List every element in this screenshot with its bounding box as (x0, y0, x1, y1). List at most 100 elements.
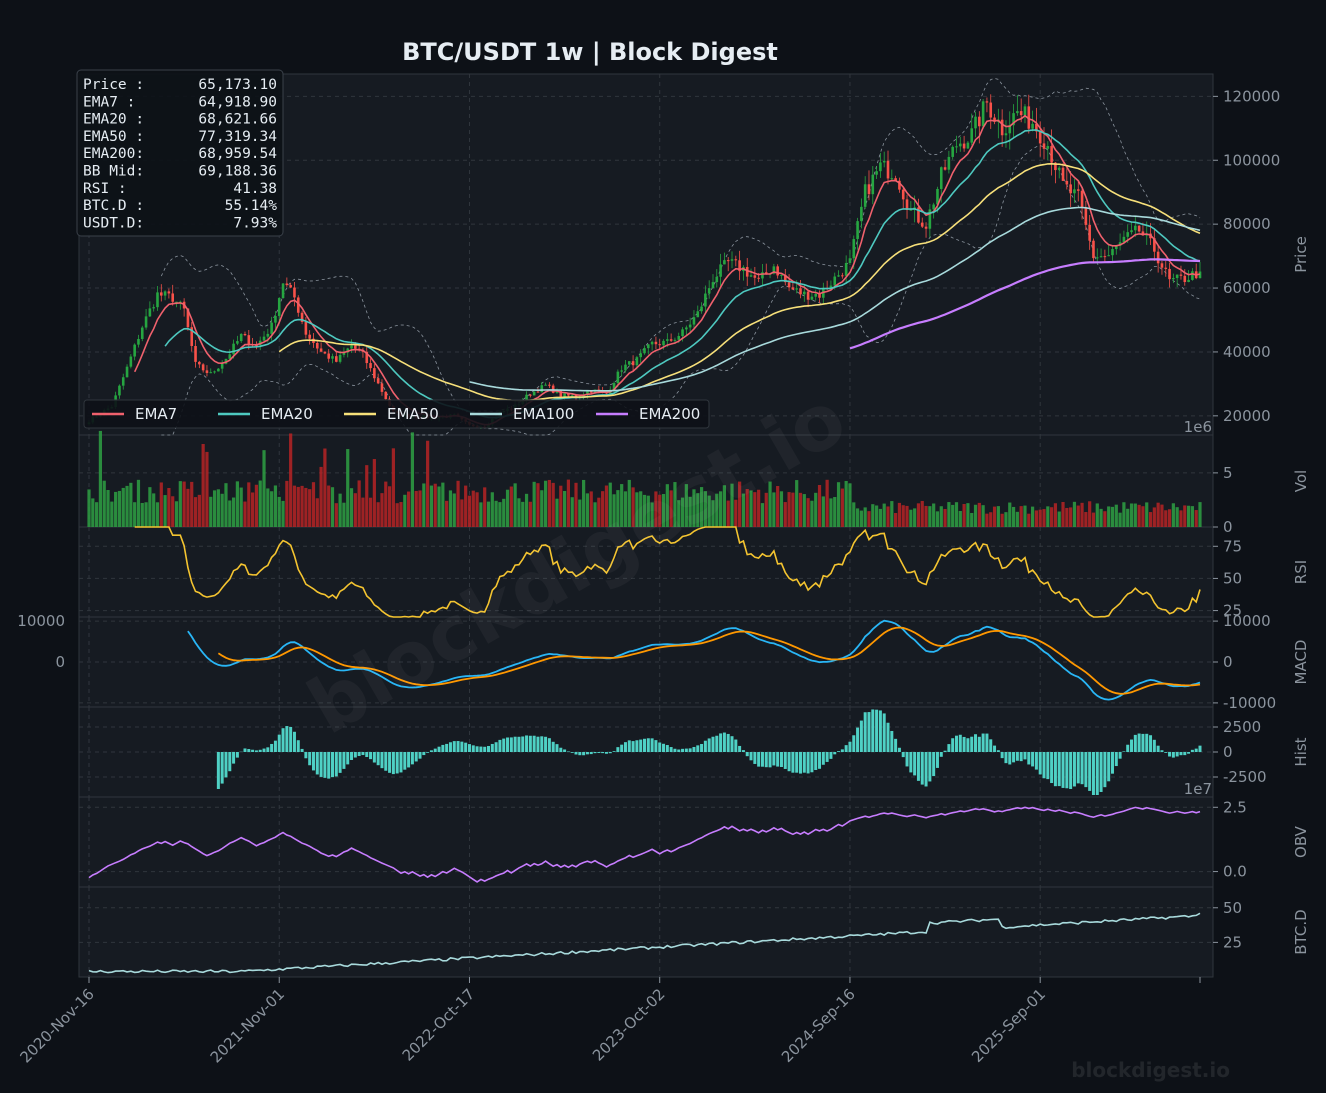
hist-bar (627, 740, 631, 752)
candle-body (232, 343, 235, 355)
hist-bar (643, 738, 646, 752)
volume-bar (547, 479, 551, 527)
candle-body (860, 206, 863, 222)
volume-bar (1080, 502, 1084, 527)
volume-bar (258, 480, 262, 527)
hist-bar (1012, 752, 1016, 763)
hist-bar (1008, 752, 1012, 765)
hist-bar (1053, 752, 1057, 787)
legend-label-ema100: EMA100 (513, 405, 574, 423)
volume-bar (1118, 512, 1122, 527)
hist-bar (814, 752, 818, 771)
hist-bar (1095, 752, 1099, 795)
candle-body (749, 275, 753, 277)
volume-bar (943, 508, 947, 527)
hist-bar (897, 747, 901, 752)
hist-bar (1175, 752, 1179, 757)
hist-bar (437, 746, 441, 752)
bollinger-upper (160, 77, 1201, 413)
volume-bar (1053, 503, 1058, 527)
candle-body (734, 259, 738, 261)
candle-body (704, 293, 707, 307)
candle-body (1080, 190, 1084, 209)
volume-bar (981, 505, 985, 527)
volume-bar (1034, 510, 1038, 527)
candle-body (886, 160, 890, 179)
candle-body (803, 291, 806, 295)
volume-bar (825, 479, 829, 527)
hist-bar (802, 752, 806, 773)
volume-bar (334, 503, 338, 527)
candle-body (1016, 111, 1019, 114)
volume-bar (304, 487, 308, 527)
candle-body (639, 353, 642, 358)
ytick-label-vol: 5 (1223, 464, 1233, 482)
candle-body (285, 283, 289, 286)
volume-bar (190, 481, 194, 527)
volume-bar (502, 498, 506, 527)
ytick-label-rsi: 50 (1223, 569, 1242, 587)
volume-bar (87, 489, 91, 527)
volume-bar (403, 494, 407, 527)
candle-body (540, 385, 544, 393)
volume-bar (562, 490, 567, 527)
hist-bar (399, 752, 403, 773)
hist-bar (658, 742, 662, 752)
volume-bar (1088, 501, 1092, 527)
candle-body (346, 348, 350, 353)
volume-bar (928, 506, 932, 527)
volume-bar (498, 502, 502, 527)
hist-bar (966, 738, 970, 752)
volume-bar (585, 493, 590, 527)
candle-body (186, 308, 190, 328)
hist-bar (285, 726, 289, 752)
hist-bar (403, 752, 407, 770)
hist-bar (1046, 752, 1050, 780)
hist-bar (977, 736, 981, 752)
hist-bar (844, 745, 848, 752)
hist-bar (719, 733, 723, 752)
volume-bar (182, 481, 186, 527)
volume-bar (696, 493, 700, 527)
hist-bar (840, 749, 844, 752)
candle-body (726, 260, 730, 262)
hist-bar (300, 748, 304, 752)
hist-bar (1137, 733, 1141, 752)
volume-bar (738, 481, 742, 527)
series-ema50 (278, 162, 1201, 402)
candle-body (1008, 125, 1012, 134)
hist-bar (1179, 752, 1183, 756)
hist-bar (1130, 739, 1134, 752)
hist-bar (665, 745, 669, 752)
volume-bar (1137, 504, 1141, 527)
candle-body (898, 180, 901, 190)
hist-bar (418, 752, 422, 759)
volume-bar (1148, 512, 1153, 527)
hist-bar (525, 735, 529, 752)
hist-bar (833, 752, 837, 755)
candle-body (890, 178, 894, 180)
candle-body (376, 378, 380, 384)
candle-body (776, 266, 779, 276)
volume-bar (391, 448, 395, 527)
candle-body (319, 348, 323, 352)
hist-bar (1103, 752, 1107, 788)
volume-bar (699, 487, 704, 527)
volume-bar (205, 451, 209, 527)
hist-bar (502, 738, 506, 752)
volume-bar (734, 499, 738, 527)
ytick-label-macd: 0 (1223, 653, 1233, 671)
volume-bar (448, 490, 453, 527)
candle-body (780, 274, 783, 276)
volume-bar (445, 500, 449, 527)
hist-bar (662, 743, 666, 752)
candle-body (1019, 111, 1023, 116)
candle-body (586, 391, 589, 395)
ytick-label-hist: 0 (1223, 743, 1233, 761)
hist-bar (555, 744, 559, 752)
volume-bar (159, 482, 163, 527)
candle-body (761, 272, 764, 279)
candle-body (1099, 256, 1103, 258)
volume-bar (989, 512, 993, 527)
ytick-label-btcd: 50 (1223, 899, 1242, 917)
